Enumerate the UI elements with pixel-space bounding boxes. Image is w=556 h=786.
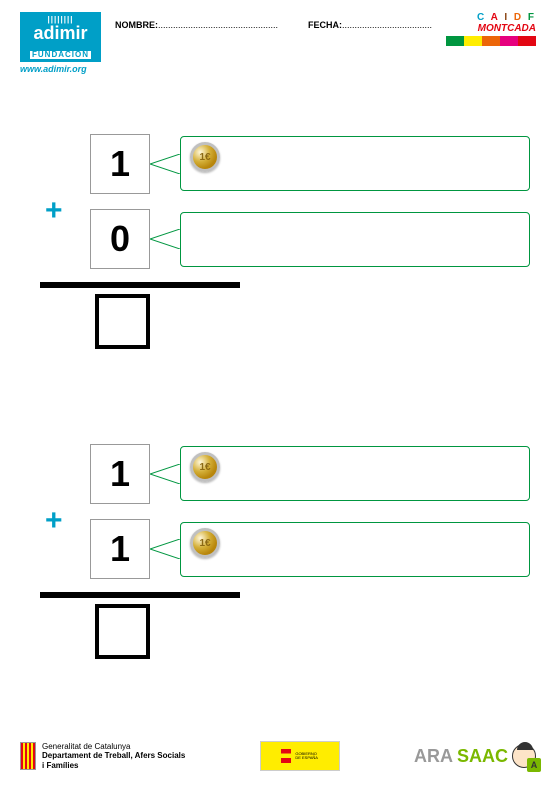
counting-area-2[interactable]: [180, 522, 530, 577]
gencat-logo: Generalitat de Catalunya Departament de …: [20, 742, 185, 771]
header-right: C A I D F MONTCADA: [446, 12, 536, 46]
callout-line-1: [150, 464, 180, 484]
gencat-line3: i Famílies: [42, 761, 185, 771]
date-field: FECHA:..................................…: [308, 20, 432, 30]
gencat-text: Generalitat de Catalunya Departament de …: [42, 742, 185, 771]
montcada-text: MONTCADA: [446, 23, 536, 34]
date-label: FECHA:: [308, 20, 342, 30]
worksheet-header: |||||||| adimir FUNDACIÓN www.adimir.org…: [20, 12, 536, 74]
logo-url: www.adimir.org: [20, 64, 101, 74]
counting-area-1[interactable]: [180, 136, 530, 191]
catalunya-flag-icon: [20, 742, 36, 770]
problem-1: + 1 0 1€: [20, 134, 536, 354]
problems-area: + 1 0 1€ + 1 1 1€ 1€: [20, 134, 536, 664]
plus-icon: +: [45, 504, 63, 538]
euro-coin-icon: 1€: [190, 452, 220, 482]
plus-icon: +: [45, 194, 63, 228]
gov-text: GOBIERNODE ESPAÑA: [295, 752, 318, 760]
caidf-text: C A I D F: [446, 12, 536, 23]
euro-coin-icon: 1€: [190, 528, 220, 558]
adimir-logo: |||||||| adimir FUNDACIÓN: [20, 12, 101, 62]
arasaac-text-1: ARA: [414, 746, 453, 767]
callout-line-1: [150, 154, 180, 174]
logo-text: adimir: [33, 23, 87, 43]
kid-icon: A: [512, 744, 536, 768]
euro-coin-icon: 1€: [190, 142, 220, 172]
answer-box[interactable]: [95, 294, 150, 349]
gobierno-logo: GOBIERNODE ESPAÑA: [260, 741, 340, 771]
equals-line: [40, 592, 240, 598]
counting-area-2[interactable]: [180, 212, 530, 267]
gencat-line1: Generalitat de Catalunya: [42, 742, 185, 752]
operand-box-1: 1: [90, 134, 150, 194]
spain-flag-icon: [281, 749, 291, 763]
callout-line-2: [150, 539, 180, 559]
arasaac-logo: ARASAAC A: [414, 744, 536, 768]
operand-box-2: 0: [90, 209, 150, 269]
counting-area-1[interactable]: [180, 446, 530, 501]
operand-box-1: 1: [90, 444, 150, 504]
header-fields: NOMBRE:.................................…: [101, 20, 446, 30]
problem-2: + 1 1 1€ 1€: [20, 444, 536, 664]
logo-block: |||||||| adimir FUNDACIÓN www.adimir.org: [20, 12, 101, 74]
name-label: NOMBRE:: [115, 20, 158, 30]
date-dots: ....................................: [342, 20, 432, 30]
color-bar: [446, 36, 536, 46]
worksheet-footer: Generalitat de Catalunya Departament de …: [20, 741, 536, 771]
name-dots: ........................................…: [158, 20, 278, 30]
logo-subtext: FUNDACIÓN: [30, 51, 91, 59]
gencat-line2: Departament de Treball, Afers Socials: [42, 751, 185, 761]
answer-box[interactable]: [95, 604, 150, 659]
arasaac-text-2: SAAC: [457, 746, 508, 767]
operand-box-2: 1: [90, 519, 150, 579]
name-field: NOMBRE:.................................…: [115, 20, 278, 30]
equals-line: [40, 282, 240, 288]
callout-line-2: [150, 229, 180, 249]
